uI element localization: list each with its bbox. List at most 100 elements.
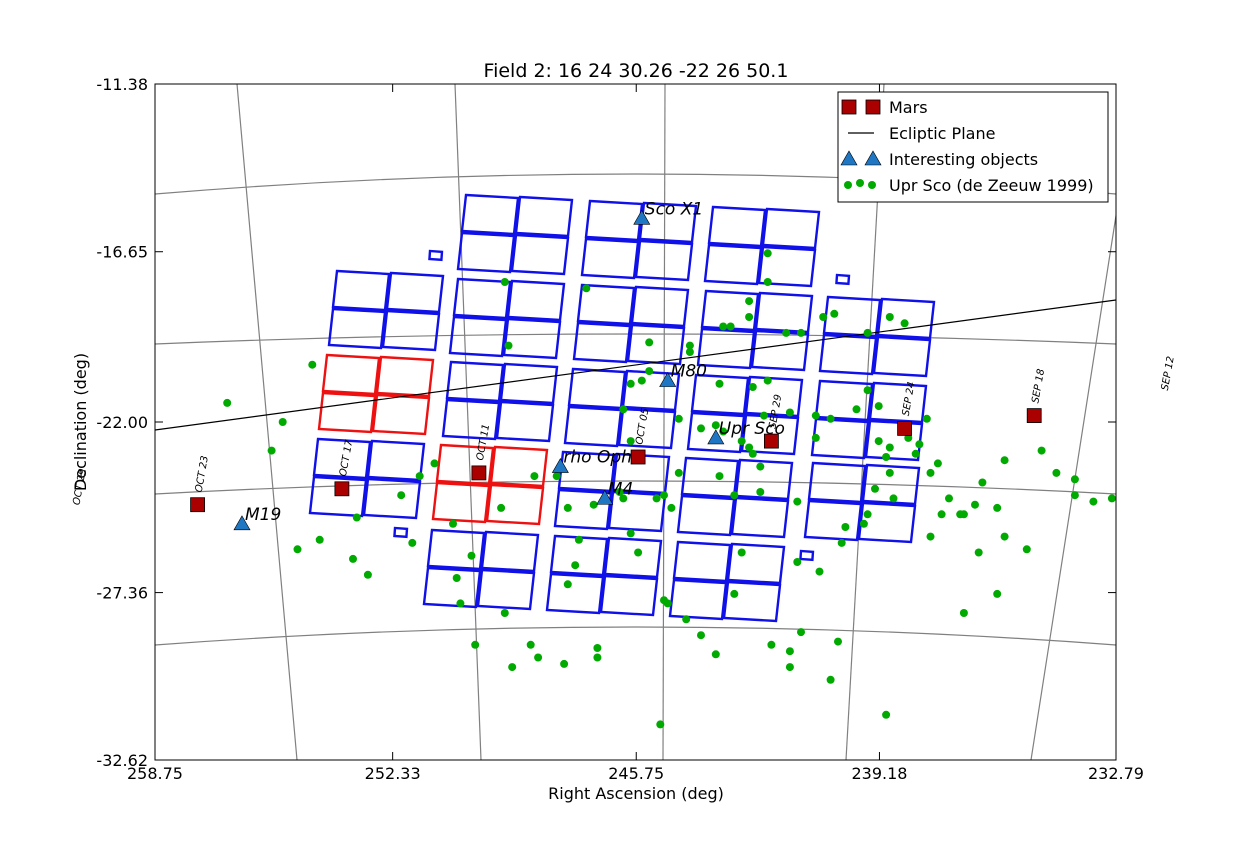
upr-sco-point xyxy=(1000,532,1009,541)
field-chip xyxy=(584,199,644,242)
field-chip xyxy=(362,477,422,520)
upr-sco-point xyxy=(497,503,506,512)
field-chip xyxy=(750,329,810,372)
upr-sco-point xyxy=(308,360,317,369)
upr-sco-point xyxy=(730,589,739,598)
upr-sco-point xyxy=(223,398,232,407)
upr-sco-point xyxy=(785,647,794,656)
field-chip xyxy=(626,323,686,366)
object-marker xyxy=(633,209,651,225)
field-chip xyxy=(448,315,508,358)
upr-sco-points xyxy=(223,249,1116,729)
upr-sco-point xyxy=(363,570,372,579)
mars-date-label: SEP 24 xyxy=(901,381,918,417)
field-chip xyxy=(499,362,559,405)
upr-sco-point xyxy=(408,538,417,547)
field-chip xyxy=(603,536,663,579)
field-chip xyxy=(617,407,677,450)
upr-sco-point xyxy=(589,500,598,509)
upr-sco-point xyxy=(697,424,705,433)
upr-sco-point xyxy=(397,491,406,500)
upr-sco-point xyxy=(756,462,765,471)
upr-sco-point xyxy=(737,548,746,557)
field-chip xyxy=(563,405,623,448)
field-chip xyxy=(599,574,659,617)
field-chip xyxy=(707,205,767,248)
mars-point xyxy=(1026,408,1042,424)
upr-sco-point xyxy=(582,284,591,293)
upr-sco-point xyxy=(715,379,724,388)
field-chip xyxy=(876,297,936,340)
field-chip xyxy=(696,327,756,370)
field-chip xyxy=(810,417,870,460)
upr-sco-point xyxy=(467,551,476,560)
y-axis-title: Declination (deg) xyxy=(71,353,90,491)
upr-sco-point xyxy=(863,328,872,337)
upr-sco-point xyxy=(863,386,872,395)
mars-date-label: OCT 17 xyxy=(338,438,355,477)
field-chip xyxy=(576,283,636,326)
field-chip xyxy=(480,530,540,573)
mars-point xyxy=(764,433,779,449)
upr-sco-point xyxy=(571,561,580,570)
field-chip xyxy=(381,309,441,352)
upr-sco-point xyxy=(471,640,480,649)
field-chip xyxy=(426,528,486,571)
interesting-objects: Sco X1 M80 Upr Sco rho Oph M4 M19 xyxy=(233,199,785,531)
upr-sco-point xyxy=(1089,497,1098,506)
upr-sco-point xyxy=(959,609,968,617)
mars-point xyxy=(897,420,912,436)
upr-sco-point xyxy=(726,322,735,331)
upr-sco-point xyxy=(993,503,1002,512)
upr-sco-point xyxy=(500,278,509,286)
upr-sco-point xyxy=(841,523,850,531)
upr-sco-point xyxy=(615,488,624,496)
upr-sco-point xyxy=(593,644,602,652)
field-marker xyxy=(799,549,815,562)
object-label: M19 xyxy=(245,505,281,525)
field-chip xyxy=(700,289,760,332)
field-chip xyxy=(857,501,917,544)
field-chip xyxy=(672,540,732,583)
upr-sco-point xyxy=(352,513,361,522)
legend-marker xyxy=(856,179,864,187)
upr-sco-point xyxy=(885,468,894,477)
x-axis-title: Right Ascension (deg) xyxy=(548,784,724,803)
upr-sco-point xyxy=(793,497,802,506)
field-chip xyxy=(630,285,690,328)
field-marker xyxy=(428,249,444,262)
upr-sco-point xyxy=(1037,446,1046,455)
field-chip xyxy=(744,375,804,418)
upr-sco-point xyxy=(819,313,828,321)
upr-sco-point xyxy=(826,414,835,423)
upr-sco-point xyxy=(660,491,668,500)
object-marker xyxy=(659,372,677,387)
legend-marker xyxy=(864,150,882,166)
field-chip xyxy=(818,333,878,376)
legend-label: Mars xyxy=(889,98,928,117)
upr-sco-point xyxy=(730,491,739,500)
field-chip xyxy=(452,277,512,320)
legend-marker xyxy=(841,99,857,115)
field-chip xyxy=(502,317,562,360)
field-chip xyxy=(634,239,694,282)
upr-sco-point xyxy=(874,402,883,411)
upr-sco-point xyxy=(926,532,935,541)
mars-point xyxy=(630,449,646,465)
upr-sco-point xyxy=(1070,491,1079,500)
object-marker xyxy=(233,515,251,531)
field-chip xyxy=(730,496,790,539)
legend-marker xyxy=(844,181,852,189)
field-chip xyxy=(638,201,698,244)
field-chip xyxy=(549,534,609,577)
upr-sco-point xyxy=(682,615,691,624)
field-marker xyxy=(835,273,851,286)
field-chip xyxy=(476,568,536,611)
upr-sco-point xyxy=(1000,456,1009,465)
field-chip xyxy=(621,369,681,412)
upr-sco-point xyxy=(719,322,728,331)
upr-sco-point xyxy=(756,488,765,496)
field-chip xyxy=(435,443,495,486)
field-chip xyxy=(445,360,505,403)
upr-sco-point xyxy=(748,383,757,391)
